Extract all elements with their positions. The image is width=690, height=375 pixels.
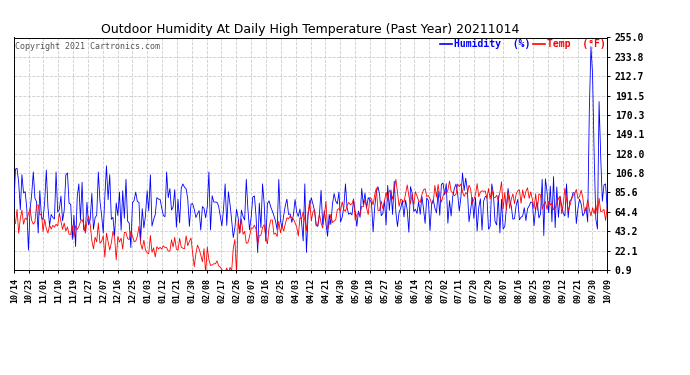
Text: Copyright 2021 Cartronics.com: Copyright 2021 Cartronics.com (15, 42, 160, 51)
Legend: Humidity  (%), Temp  (°F): Humidity (%), Temp (°F) (440, 39, 605, 50)
Title: Outdoor Humidity At Daily High Temperature (Past Year) 20211014: Outdoor Humidity At Daily High Temperatu… (101, 23, 520, 36)
